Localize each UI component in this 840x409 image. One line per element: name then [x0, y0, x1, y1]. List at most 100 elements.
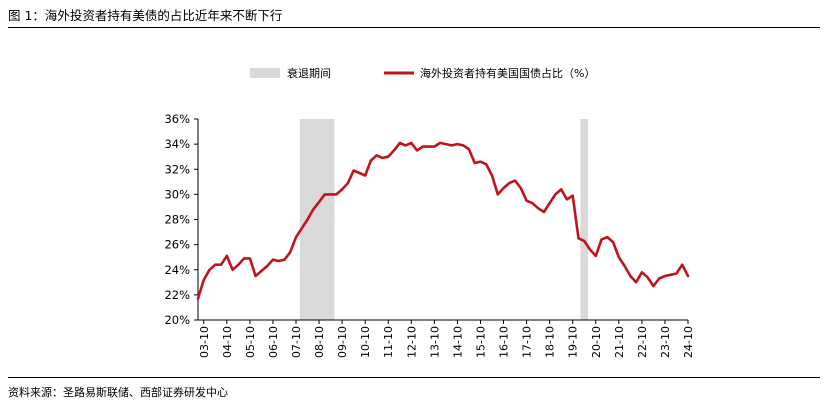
data-point: [445, 143, 447, 145]
data-point: [208, 269, 211, 271]
data-point: [658, 277, 660, 280]
data-point: [295, 236, 297, 238]
recession-shading: [299, 119, 589, 320]
data-point: [232, 269, 234, 271]
series-line: [196, 141, 690, 300]
y-tick-label: 26%: [164, 238, 190, 252]
data-point: [681, 264, 683, 266]
data-point: [260, 270, 262, 272]
x-tick-label: 05-10: [244, 326, 257, 358]
data-point: [456, 143, 458, 145]
data-point: [462, 144, 464, 146]
data-point: [618, 256, 620, 258]
y-tick-label: 30%: [164, 187, 190, 201]
x-tick-label: 17-10: [521, 326, 534, 358]
data-point: [566, 198, 568, 200]
data-point: [526, 200, 528, 202]
data-point: [393, 149, 395, 151]
data-point: [589, 249, 591, 251]
x-tick-label: 16-10: [498, 326, 511, 358]
x-tick-label: 23-10: [659, 326, 672, 358]
data-point: [364, 174, 366, 177]
y-tick-label: 36%: [164, 112, 190, 126]
data-point: [439, 142, 441, 144]
data-point: [203, 279, 205, 281]
legend-label-series: 海外投资者持有美国国债占比（%）: [420, 66, 595, 80]
data-point: [641, 271, 643, 273]
data-point: [675, 272, 678, 275]
recession-band-2: [580, 119, 589, 320]
data-point: [249, 257, 251, 259]
data-point: [335, 193, 337, 195]
legend-label-recession: 衰退期间: [287, 66, 331, 80]
data-point: [410, 142, 412, 144]
data-point: [283, 259, 286, 261]
x-tick-label: 14-10: [451, 326, 464, 358]
data-point: [670, 274, 672, 276]
x-tick-label: 10-10: [359, 326, 372, 358]
data-point: [266, 265, 268, 267]
data-point: [324, 193, 326, 195]
data-point: [468, 148, 470, 150]
data-point: [416, 149, 418, 151]
data-point: [226, 255, 228, 257]
data-point: [549, 202, 551, 204]
data-point: [474, 162, 476, 164]
data-point: [647, 276, 649, 278]
y-axis: 20% 22% 24% 26% 28% 30% 32% 34% 36%: [164, 112, 199, 327]
data-point: [404, 144, 407, 146]
data-point: [358, 172, 360, 174]
x-tick-label: 07-10: [290, 326, 303, 358]
data-point: [612, 241, 614, 243]
x-tick-label: 20-10: [590, 326, 603, 358]
x-tick-label: 22-10: [636, 326, 649, 358]
data-point: [341, 188, 343, 190]
figure-title: 图 1：海外投资者持有美债的占比近年来不断下行: [8, 8, 283, 23]
x-tick-label: 19-10: [567, 326, 580, 358]
data-point: [376, 154, 378, 156]
x-tick-label: 06-10: [267, 326, 280, 358]
data-point: [560, 188, 562, 190]
x-tick-label: 24-10: [682, 326, 695, 358]
data-point: [479, 161, 482, 163]
data-point: [687, 275, 689, 277]
source-note: 资料来源：圣路易斯联储、西部证券研发中心: [8, 386, 228, 399]
x-tick-label: 11-10: [382, 326, 395, 358]
data-point: [370, 159, 372, 162]
y-tick-label: 32%: [164, 162, 190, 176]
x-tick-label: 12-10: [405, 326, 418, 358]
recession-band-1: [299, 119, 335, 320]
data-point: [497, 193, 499, 195]
x-tick-label: 21-10: [613, 326, 626, 358]
legend: 衰退期间 海外投资者持有美国国债占比（%）: [250, 66, 595, 80]
legend-swatch-recession: [250, 68, 280, 78]
data-point: [289, 251, 291, 253]
data-point: [595, 255, 597, 257]
x-tick-label: 03-10: [198, 326, 211, 358]
data-point: [600, 239, 603, 241]
x-tick-label: 15-10: [474, 326, 487, 358]
data-point: [543, 211, 545, 213]
data-point: [255, 275, 257, 277]
data-point: [652, 285, 655, 287]
data-point: [520, 187, 522, 189]
y-tick-label: 20%: [164, 313, 190, 327]
data-point: [387, 156, 389, 158]
data-point: [491, 174, 493, 177]
data-point: [624, 265, 626, 267]
data-point: [214, 264, 216, 266]
data-point: [572, 195, 574, 197]
x-tick-label: 08-10: [313, 326, 326, 358]
data-point: [583, 240, 585, 242]
data-point: [422, 146, 424, 148]
data-point: [272, 259, 274, 261]
series-foreign-holdings: [196, 141, 690, 300]
data-point: [606, 236, 608, 238]
data-point: [508, 182, 510, 184]
data-point: [237, 264, 239, 266]
data-point: [531, 202, 534, 204]
x-tick-label: 04-10: [221, 326, 234, 358]
data-point: [399, 142, 401, 144]
y-tick-label: 24%: [164, 263, 190, 277]
x-tick-label: 13-10: [428, 326, 441, 358]
